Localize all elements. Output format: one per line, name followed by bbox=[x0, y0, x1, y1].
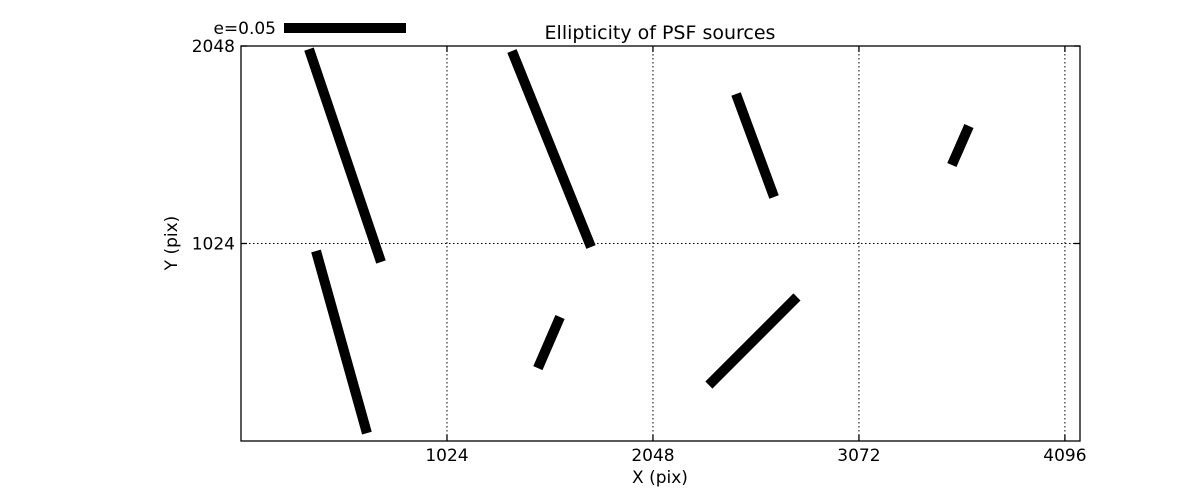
ellipticity-whisker bbox=[731, 92, 779, 199]
tick-mark-layer bbox=[241, 45, 1080, 441]
x-tick-label: 3072 bbox=[837, 446, 880, 466]
y-tick-label: 1024 bbox=[192, 235, 235, 255]
x-axis-label: X (pix) bbox=[632, 468, 688, 488]
y-tick-label: 2048 bbox=[192, 37, 235, 57]
tick-label-layer: 1024 2048 3072 4096 1024 2048 bbox=[192, 37, 1087, 466]
ellipticity-whisker bbox=[304, 47, 386, 264]
x-tick-label: 4096 bbox=[1043, 446, 1086, 466]
ellipticity-whisker bbox=[947, 124, 974, 168]
x-tick-label: 1024 bbox=[425, 446, 468, 466]
chart-title: Ellipticity of PSF sources bbox=[545, 22, 776, 44]
x-tick-label: 2048 bbox=[631, 446, 674, 466]
y-axis-label: Y (pix) bbox=[162, 216, 182, 272]
ellipticity-whisker bbox=[311, 249, 372, 435]
ellipticity-whisker bbox=[705, 293, 801, 389]
legend-label: e=0.05 bbox=[213, 19, 276, 39]
gridline-layer bbox=[241, 45, 1080, 441]
ellipticity-whisker bbox=[533, 314, 565, 371]
whisker-layer bbox=[304, 47, 974, 435]
ellipticity-whisker bbox=[507, 49, 596, 249]
